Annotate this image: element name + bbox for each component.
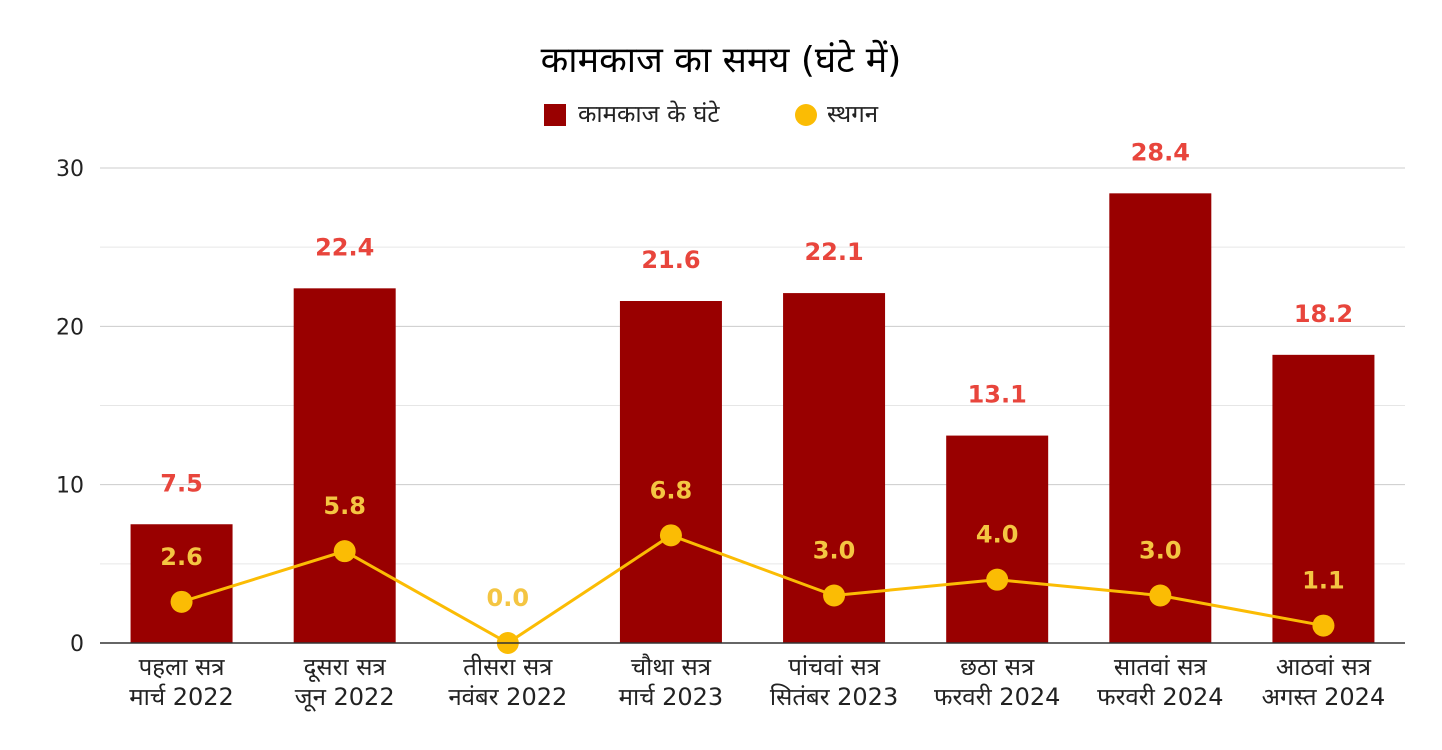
point-value-label: 1.1 [1302, 567, 1345, 595]
x-category-label-line: छठा सत्र [960, 653, 1035, 681]
line-series [170, 524, 1335, 654]
x-category-label: पांचवां सत्र सितंबर 2023 [770, 653, 898, 711]
legend-label-bars: कामकाज के घंटे [578, 100, 720, 128]
line-point [823, 584, 846, 607]
line-point [333, 540, 356, 563]
bar [619, 301, 722, 643]
bar [293, 288, 396, 643]
legend-swatch-line [795, 104, 817, 126]
x-category-label-line: अगस्त 2024 [1262, 683, 1386, 711]
x-axis: पहला सत्र मार्च 2022 दूसरा सत्र जून 2022 तीस… [100, 642, 1405, 712]
x-category-label-line: मार्च 2023 [619, 683, 724, 711]
bar [130, 524, 233, 643]
point-value-label: 5.8 [323, 492, 366, 520]
x-category-label: छठा सत्र फरवरी 2024 [934, 653, 1060, 711]
x-category-label: दूसरा सत्र जून 2022 [295, 653, 395, 712]
x-category-label-line: जून 2022 [295, 683, 395, 712]
x-category-label-line: नवंबर 2022 [448, 683, 567, 711]
bar-value-label: 22.1 [804, 238, 863, 266]
bar-series [130, 193, 1375, 644]
bar [1272, 354, 1375, 643]
data-labels: 7.5 22.4 21.6 22.1 13.1 28.4 18.2 2.6 5.8 0.0 6.8 3… [160, 138, 1353, 612]
x-category-label: आठवां सत्र अगस्त 2024 [1262, 653, 1386, 711]
bar-value-label: 18.2 [1294, 300, 1353, 328]
y-tick-label: 30 [56, 157, 84, 182]
x-category-label-line: तीसरा सत्र [463, 653, 553, 681]
point-value-label: 2.6 [160, 543, 203, 571]
bar-value-label: 22.4 [315, 233, 374, 261]
point-value-label: 3.0 [1139, 537, 1182, 565]
line-point [986, 568, 1009, 591]
x-category-label: पहला सत्र मार्च 2022 [129, 653, 234, 711]
y-tick-label: 20 [56, 315, 84, 340]
point-value-label: 3.0 [813, 537, 856, 565]
x-category-label-line: आठवां सत्र [1276, 653, 1372, 681]
bar-value-label: 21.6 [641, 246, 700, 274]
x-category-label-line: दूसरा सत्र [304, 653, 387, 683]
x-category-label: सातवां सत्र फरवरी 2024 [1097, 653, 1223, 711]
bar-value-label: 7.5 [160, 469, 203, 497]
y-axis: 0 10 20 30 [56, 157, 84, 657]
x-category-label-line: फरवरी 2024 [934, 683, 1060, 711]
line-point [170, 590, 193, 613]
line-point [659, 524, 682, 547]
x-category-label-line: पहला सत्र [139, 653, 226, 681]
line-point [1149, 584, 1172, 607]
x-category-label-line: मार्च 2022 [129, 683, 234, 711]
x-category-label: चौथा सत्र मार्च 2023 [619, 653, 724, 711]
x-category-label: तीसरा सत्र नवंबर 2022 [448, 653, 567, 711]
x-category-label-line: सितंबर 2023 [770, 683, 898, 711]
x-category-label-line: चौथा सत्र [631, 653, 712, 681]
point-value-label: 6.8 [650, 476, 693, 504]
bar [946, 435, 1049, 643]
legend-label-line: स्थगन [827, 100, 879, 128]
x-category-label-line: पांचवां सत्र [788, 653, 881, 681]
bar-value-label: 28.4 [1131, 138, 1190, 166]
series-line [181, 533, 1324, 645]
legend: कामकाज के घंटे स्थगन [544, 100, 879, 128]
point-value-label: 0.0 [487, 584, 530, 612]
legend-swatch-bars [544, 104, 566, 126]
y-tick-label: 10 [56, 474, 84, 499]
y-tick-label: 0 [70, 632, 84, 657]
line-point [1312, 614, 1335, 637]
bar-value-label: 13.1 [968, 381, 1027, 409]
bar [1109, 193, 1212, 644]
x-category-label-line: फरवरी 2024 [1097, 683, 1223, 711]
chart-title: कामकाज का समय (घंटे में) [541, 39, 902, 81]
x-category-label-line: सातवां सत्र [1114, 653, 1208, 681]
point-value-label: 4.0 [976, 521, 1019, 549]
